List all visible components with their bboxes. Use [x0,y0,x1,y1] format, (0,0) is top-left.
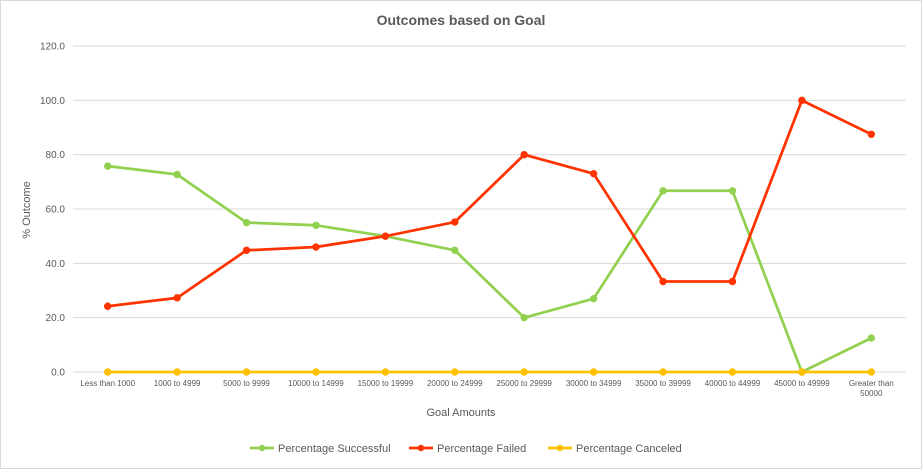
x-tick-label: Less than 1000 [80,379,135,388]
x-tick-label: 20000 to 24999 [427,379,483,388]
x-tick-label: 10000 to 14999 [288,379,344,388]
series-1 [104,96,875,310]
x-tick-label: Greater than 50000 [849,379,894,398]
legend-item: Percentage Failed [409,443,526,455]
data-point [173,170,181,179]
y-tick-label: 60.0 [46,205,66,216]
data-point [104,162,112,170]
legend-marker [258,444,266,452]
y-tick-label: 80.0 [46,150,66,161]
data-point [104,368,112,376]
data-point [312,243,320,251]
data-point [520,313,528,322]
data-point [867,334,875,342]
y-axis-title: % Outcome [21,181,33,238]
legend: Percentage Successful Percentage Failed Pe… [250,443,682,455]
data-point [312,221,320,230]
data-point [381,368,390,376]
legend-label: Percentage Canceled [576,443,682,455]
legend-label: Percentage Successful [278,443,391,455]
data-point [173,294,181,302]
legend-label: Percentage Failed [437,443,526,455]
data-point [520,368,528,376]
data-point [242,246,251,254]
x-tick-label: 15000 to 19999 [358,379,414,388]
series-line [106,164,873,374]
x-tick-label: 25000 to 29999 [496,379,552,388]
gridlines [73,45,906,373]
data-point [312,368,320,376]
y-axis-ticks: 0.0 20.0 40.0 60.0 80.0 100.0 120.0 [40,42,65,379]
y-tick-label: 120.0 [40,42,65,53]
data-point [589,368,598,376]
series-line [106,98,873,308]
data-point [728,368,737,376]
x-axis-ticks: Less than 1000 1000 to 4999 5000 to 9999 10… [80,379,893,398]
data-point [659,368,667,376]
x-tick-label: 30000 to 34999 [566,379,622,388]
data-point [242,218,251,227]
chart-title: Outcomes based on Goal [377,12,546,28]
x-tick-label: 5000 to 9999 [223,379,270,388]
y-tick-label: 0.0 [51,368,65,379]
data-point [520,150,528,159]
legend-marker [556,444,564,452]
legend-item: Percentage Successful [250,443,391,455]
data-point [867,368,875,376]
data-point [659,277,667,286]
x-tick-label: 35000 to 39999 [635,379,691,388]
data-point [867,130,875,138]
x-tick-label: 40000 to 44999 [705,379,761,388]
x-tick-label: 1000 to 4999 [154,379,201,388]
data-point [659,187,667,195]
data-point [451,218,459,226]
data-point [728,277,737,286]
data-point [589,294,598,303]
data-point [173,368,181,376]
data-point [798,368,806,376]
y-tick-label: 40.0 [46,259,66,270]
y-tick-label: 20.0 [46,313,66,324]
series-group [104,96,875,376]
data-point [381,232,390,240]
legend-marker [417,444,425,452]
series-0 [104,162,875,376]
data-point [451,368,459,376]
data-point [104,302,112,310]
data-point [798,96,806,105]
y-tick-label: 100.0 [40,96,65,107]
data-point [242,368,251,376]
data-point [451,246,459,254]
x-tick-label: 45000 to 49999 [774,379,830,388]
x-axis-title: Goal Amounts [426,407,496,419]
data-point [728,187,737,195]
data-point [589,169,598,178]
series-2 [104,368,875,376]
legend-item: Percentage Canceled [548,443,682,455]
